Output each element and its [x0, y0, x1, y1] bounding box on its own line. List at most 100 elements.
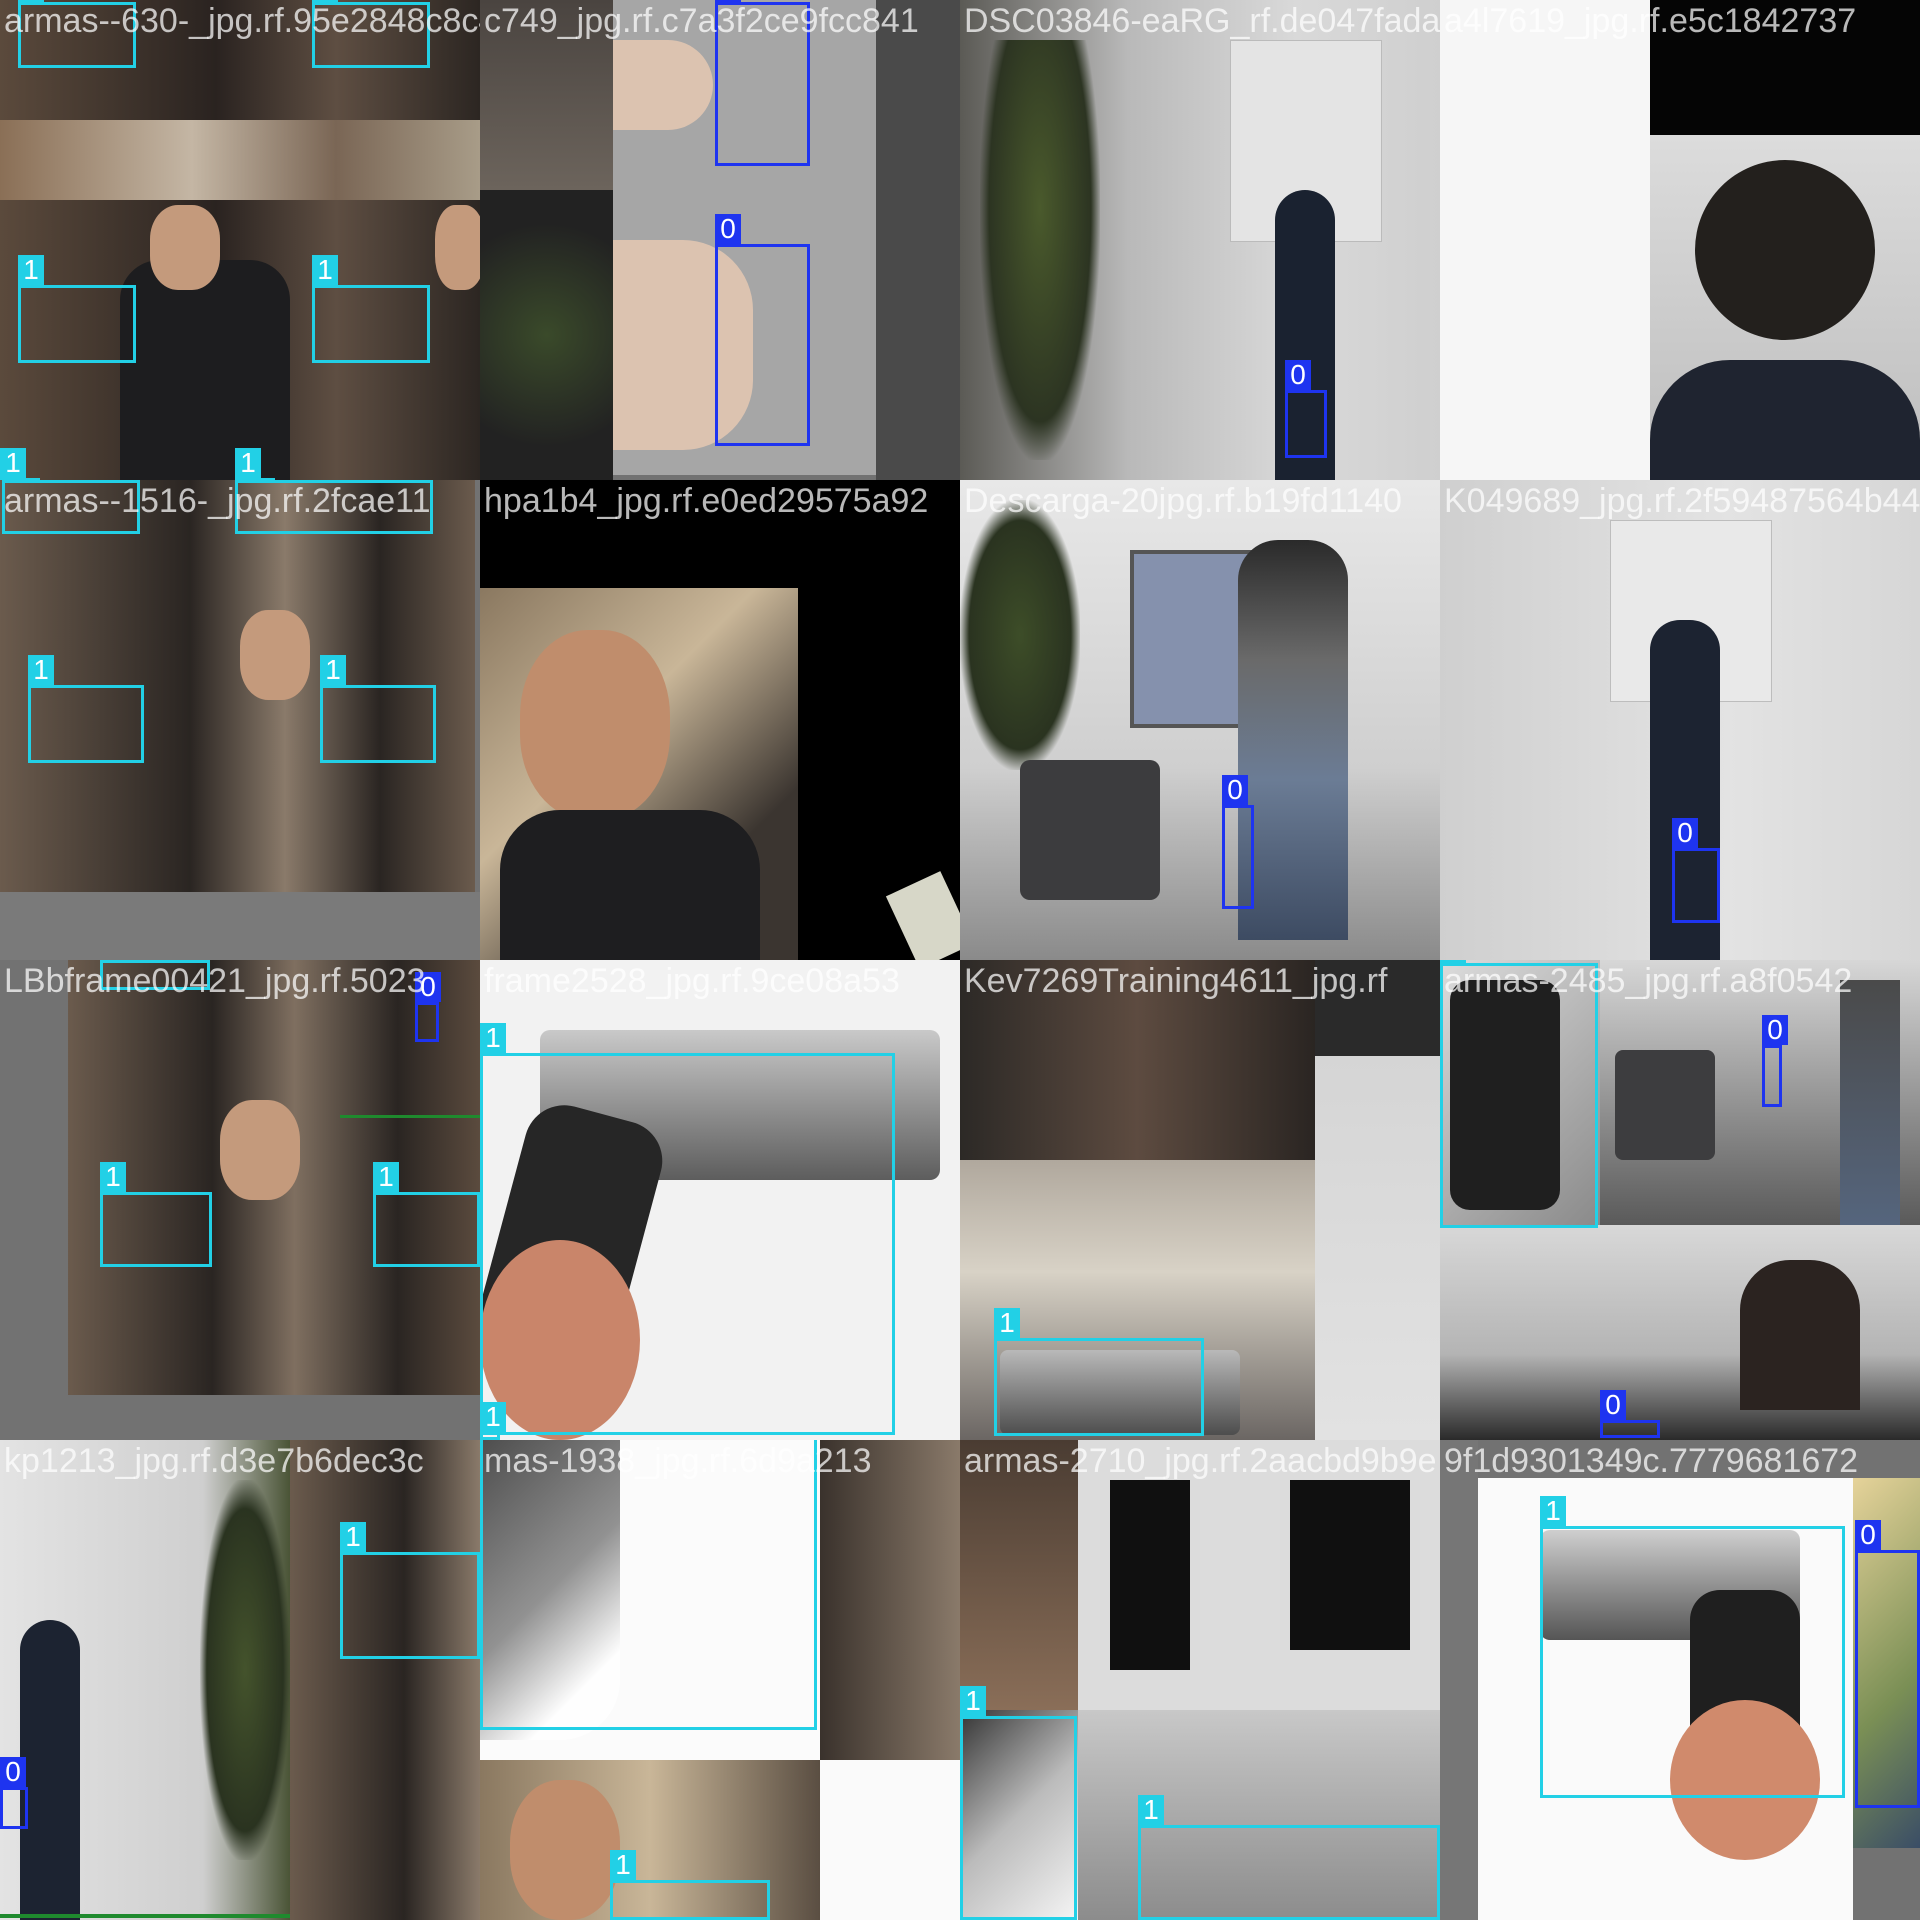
photo-silhouette-legs [1290, 1480, 1410, 1650]
mosaic-tile: 0 0 c749_jpg.rf.c7a3f2ce9fcc841 [480, 0, 960, 480]
photo-divider [0, 1914, 290, 1918]
photo-pistol-sketch [960, 1710, 1078, 1920]
photo-person [1238, 540, 1348, 940]
class-label: 1 [0, 448, 26, 478]
class-label: 1 [18, 0, 44, 2]
bbox-pistol: 1 [373, 1162, 480, 1267]
bbox-revolver: 1 [480, 1402, 506, 1440]
mosaic-tile: 1 0 1 1 LBbframe00421_jpg.rf.5023 [0, 960, 480, 1440]
bbox-revolver: 1 [1540, 1496, 1845, 1798]
class-label: 1 [18, 255, 44, 285]
image-filename: armas--630-_jpg.rf.95e2848c8c4b5ad6ff5 [4, 2, 480, 40]
class-label: 1 [480, 1402, 506, 1432]
class-label: 0 [715, 214, 741, 244]
class-label: 1 [1440, 960, 1466, 963]
photo-man-face [150, 205, 220, 290]
class-label: 1 [235, 448, 261, 478]
bbox-pistol: 1 [320, 655, 436, 763]
image-filename: mas-1938_jpg.rf.6d9a213 [484, 1442, 872, 1480]
image-filename: 9f1d9301349c.7779681672 [1444, 1442, 1859, 1480]
bbox-pistol: 1 [312, 0, 430, 68]
photo-watermark-panel [1315, 960, 1440, 1440]
mosaic-tile: 1 0 0 armas-2485_jpg.rf.a8f0542 [1440, 960, 1920, 1440]
photo-grip-dark [1450, 980, 1560, 1210]
class-label: 0 [1285, 360, 1311, 390]
photo-man-face [435, 205, 480, 290]
bbox-pistol: 1 [0, 448, 40, 480]
class-label: 1 [340, 1522, 366, 1552]
photo-gray-floor [0, 892, 480, 960]
bbox-knife: 0 [715, 0, 810, 166]
bbox-pistol: 1 [235, 448, 275, 480]
class-label: 1 [312, 255, 338, 285]
mosaic-tile: 0 Descarga-20jpg.rf.b19fd1140 [960, 480, 1440, 960]
photo-revolver-outline [480, 1440, 620, 1740]
class-label: 1 [320, 655, 346, 685]
mosaic-tile: 0 DSC03846-eaRG_rf.de047fadafe2ea [960, 0, 1440, 480]
bbox-pistol: 1 [28, 655, 144, 763]
photo-hair [1695, 160, 1875, 340]
photo-man-face [240, 610, 310, 700]
photo-person [20, 1620, 80, 1920]
image-filename: Descarga-20jpg.rf.b19fd1140 [964, 482, 1402, 520]
photo-gray-panel [876, 0, 960, 480]
class-label: 0 [1672, 818, 1698, 848]
photo-hand [480, 1240, 640, 1440]
photo-person [1740, 1260, 1860, 1410]
image-filename: armas--1516-_jpg.rf.2fcae11 [4, 482, 431, 520]
bbox-revolver: 1 [480, 1023, 895, 1435]
image-filename: K049689_jpg.rf.2f59487564b44d [1444, 482, 1920, 520]
photo-divider [340, 1115, 480, 1118]
image-filename: frame2528_jpg.rf.9ce08a53 [484, 962, 900, 1000]
image-filename: hpa1b4_jpg.rf.e0ed29575a92 [484, 482, 929, 520]
class-label: 1 [1138, 1795, 1164, 1825]
bbox-knife: 0 [1600, 1390, 1660, 1438]
photo-man-pistol [290, 1440, 480, 1920]
photo-dark-room [480, 0, 613, 190]
photo-armchair [1020, 760, 1160, 900]
photo-dark-people [960, 960, 1315, 1160]
image-filename: DSC03846-eaRG_rf.de047fadafe2ea [964, 2, 1440, 40]
bbox-pistol: 1 [960, 1686, 1077, 1920]
photo-man-shirt [120, 260, 290, 480]
class-label: 1 [28, 655, 54, 685]
bbox-pistol: 1 [2, 480, 140, 534]
bbox-pistol: 1 [340, 1522, 480, 1659]
bbox-knife: 0 [415, 972, 441, 1042]
photo-shirt [500, 810, 760, 960]
mosaic-tile: 0 K049689_jpg.rf.2f59487564b44d [1440, 480, 1920, 960]
bbox-pistol: 1 [100, 960, 210, 990]
bbox-pistol: 1 [312, 255, 430, 363]
class-label: 0 [0, 1757, 26, 1787]
photo-hand [1670, 1700, 1820, 1860]
photo-plant [980, 40, 1100, 460]
image-filename: Kev7269Training4611_jpg.rf [964, 962, 1388, 1000]
photo-arm [613, 240, 753, 450]
class-label: 1 [100, 1162, 126, 1192]
mosaic-tile: 1 1 1 1 1 1 armas--630-_jpg.rf.95e2848c8… [0, 0, 480, 480]
bbox-pistol: 1 [994, 1308, 1204, 1436]
class-label: 0 [1762, 1015, 1788, 1045]
photo-arm [613, 40, 713, 130]
image-filename: c749_jpg.rf.c7a3f2ce9fcc841 [484, 2, 919, 40]
mosaic-tile: 1 1 armas-2710_jpg.rf.2aacbd9b9e [960, 1440, 1440, 1920]
bbox-pistol: 1 [1138, 1795, 1440, 1920]
photo-wall-plaque [1230, 40, 1382, 242]
photo-arm-blurred [820, 1440, 960, 1760]
photo-pistol [1000, 1350, 1240, 1435]
photo-shelf [0, 120, 480, 200]
class-label: 0 [1222, 775, 1248, 805]
image-filename: armas-2485_jpg.rf.a8f0542 [1444, 962, 1853, 1000]
photo-plant [200, 1480, 290, 1860]
bbox-pistol: 1 [100, 1162, 212, 1267]
photo-gray-padding [1440, 1440, 1478, 1920]
photo-man-face [520, 630, 670, 820]
mosaic-tile: hpa1b4_jpg.rf.e0ed29575a92 [480, 480, 960, 960]
mosaic-tile: 1 Kev7269Training4611_jpg.rf [960, 960, 1440, 1440]
bbox-pistol: 1 [1440, 960, 1598, 1228]
photo-man-face [510, 1780, 620, 1920]
class-label: 1 [960, 1686, 986, 1716]
mosaic-tile: a4l7619_jpg.rf.e5c1842737 [1440, 0, 1920, 480]
class-label: 0 [415, 972, 441, 1002]
